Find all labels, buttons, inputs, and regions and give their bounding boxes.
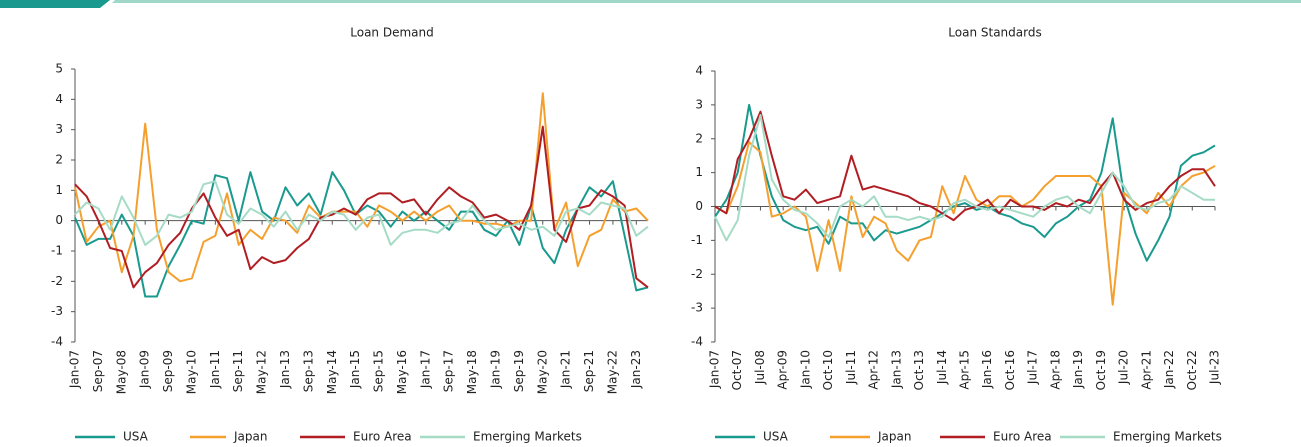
x-tick-label: May-16	[395, 350, 409, 394]
x-tick-label: Jan-16	[980, 350, 994, 389]
x-tick-label: Oct-22	[1185, 350, 1199, 390]
x-tick-label: Sep-09	[161, 350, 175, 392]
y-tick-label: 4	[55, 92, 63, 106]
x-tick-label: Oct-16	[1003, 350, 1017, 390]
x-tick-label: Sep-21	[582, 350, 596, 392]
x-tick-label: Apr-15	[958, 350, 972, 390]
legend-label: Euro Area	[353, 430, 412, 444]
x-tick-label: Oct-10	[821, 350, 835, 390]
x-tick-label: Jan-10	[798, 350, 812, 389]
x-tick-label: Sep-11	[231, 350, 245, 392]
x-tick-label: Jan-19	[1071, 350, 1085, 389]
x-tick-label: Sep-13	[301, 350, 315, 392]
y-tick-label: -4	[51, 335, 63, 349]
x-tick-label: Sep-15	[372, 350, 386, 392]
x-tick-label: Jan-21	[559, 350, 573, 389]
series-line	[74, 125, 649, 289]
x-tick-label: Jul-17	[1026, 350, 1040, 385]
x-tick-label: Oct-13	[912, 350, 926, 390]
y-tick-label: 2	[695, 131, 703, 145]
x-tick-label: Jan-19	[488, 350, 502, 389]
x-tick-label: Jan-13	[278, 350, 292, 389]
x-tick-label: Apr-18	[1048, 350, 1062, 390]
chart-title: Loan Standards	[948, 26, 1041, 40]
y-tick-label: 3	[695, 97, 703, 111]
x-tick-label: Jul-14	[935, 350, 949, 385]
x-tick-label: Jan-17	[418, 350, 432, 389]
x-tick-label: Jul-11	[844, 350, 858, 385]
series-line	[714, 110, 1216, 222]
legend-label: USA	[763, 430, 789, 444]
y-tick-label: -2	[691, 267, 703, 281]
legend-label: Japan	[877, 430, 911, 444]
x-tick-label: Oct-07	[730, 350, 744, 390]
x-tick-label: May-22	[605, 350, 619, 394]
y-tick-label: -2	[51, 274, 63, 288]
x-tick-label: Jan-09	[138, 350, 152, 389]
series-line	[74, 171, 649, 298]
x-tick-label: Jul-20	[1117, 350, 1131, 385]
x-tick-label: Apr-12	[867, 350, 881, 390]
y-tick-label: 2	[55, 153, 63, 167]
legend-label: Japan	[233, 430, 267, 444]
legend-label: Emerging Markets	[473, 430, 582, 444]
series-line	[714, 114, 1215, 242]
x-tick-label: Jul-08	[753, 350, 767, 385]
x-tick-label: May-12	[255, 350, 269, 394]
x-tick-label: Jul-23	[1208, 350, 1222, 385]
banner-light	[112, 0, 1301, 3]
x-tick-label: Apr-21	[1139, 350, 1153, 390]
x-tick-label: Jan-15	[348, 350, 362, 389]
y-tick-label: 0	[695, 199, 703, 213]
y-tick-label: 3	[55, 122, 63, 136]
x-tick-label: May-08	[114, 350, 128, 394]
series-line	[714, 103, 1216, 262]
series-line	[74, 180, 649, 246]
x-tick-label: May-14	[325, 350, 339, 394]
x-tick-label: Jan-07	[68, 350, 82, 389]
y-tick-label: -3	[691, 301, 703, 315]
x-tick-label: Sep-19	[512, 350, 526, 392]
x-tick-label: May-18	[465, 350, 479, 394]
x-tick-label: Jan-07	[708, 350, 722, 389]
series-line	[74, 92, 649, 283]
x-tick-label: Apr-09	[776, 350, 790, 390]
y-tick-label: 4	[695, 64, 703, 78]
chart-title: Loan Demand	[350, 26, 433, 40]
x-tick-label: Oct-19	[1094, 350, 1108, 390]
x-tick-label: Sep-17	[442, 350, 456, 392]
x-tick-label: May-10	[184, 350, 198, 394]
y-tick-label: -4	[691, 335, 703, 349]
x-tick-label: Jan-22	[1162, 350, 1176, 389]
legend-label: USA	[123, 430, 149, 444]
x-tick-label: Jan-11	[208, 350, 222, 389]
y-tick-label: -1	[691, 233, 703, 247]
y-tick-label: 1	[55, 183, 63, 197]
y-tick-label: 5	[55, 62, 63, 76]
x-tick-label: Jan-13	[889, 350, 903, 389]
x-tick-label: Sep-07	[91, 350, 105, 392]
legend-label: Emerging Markets	[1113, 430, 1222, 444]
x-tick-label: Jan-23	[629, 350, 643, 389]
x-tick-label: May-20	[535, 350, 549, 394]
y-tick-label: -3	[51, 304, 63, 318]
y-tick-label: 1	[695, 165, 703, 179]
legend-label: Euro Area	[993, 430, 1052, 444]
banner-dark	[0, 0, 110, 8]
y-tick-label: 0	[55, 213, 63, 227]
y-tick-label: -1	[51, 244, 63, 258]
